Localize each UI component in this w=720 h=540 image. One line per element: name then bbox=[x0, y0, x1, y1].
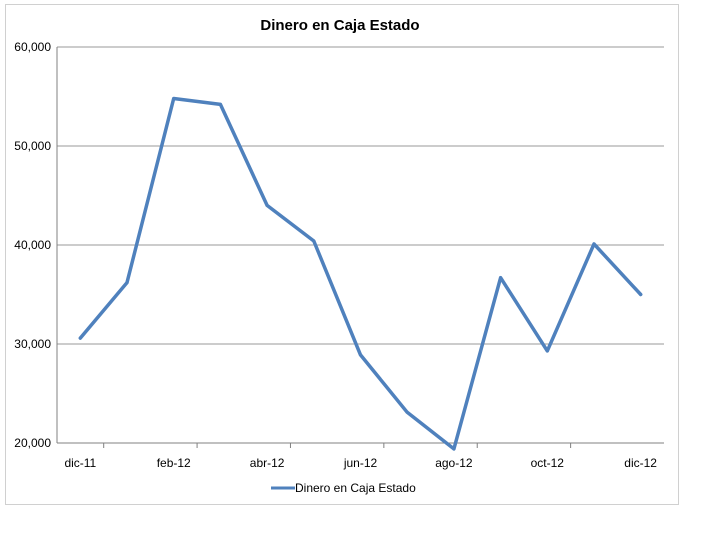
data-point bbox=[218, 102, 222, 106]
grid-lines bbox=[57, 46, 664, 444]
data-point bbox=[265, 203, 269, 207]
data-point bbox=[452, 447, 456, 451]
x-tick-label: ago-12 bbox=[435, 456, 473, 470]
legend-label: Dinero en Caja Estado bbox=[295, 481, 416, 495]
x-tick-label: abr-12 bbox=[250, 456, 285, 470]
data-point bbox=[359, 353, 362, 357]
x-tick-label: feb-12 bbox=[157, 456, 191, 470]
y-tick-label: 30,000 bbox=[14, 337, 51, 351]
data-point bbox=[312, 239, 316, 243]
data-point bbox=[592, 242, 596, 246]
data-point bbox=[545, 349, 549, 353]
series-layer bbox=[78, 96, 643, 451]
data-point bbox=[78, 336, 82, 340]
y-tick-label: 60,000 bbox=[14, 40, 51, 54]
y-tick-label: 50,000 bbox=[14, 139, 51, 153]
x-tick-label: oct-12 bbox=[531, 456, 565, 470]
x-axis: dic-11 feb-12 abr-12 jun-12 ago-12 oct-12 dic-… bbox=[56, 47, 664, 470]
chart-title: Dinero en Caja Estado bbox=[260, 17, 419, 34]
x-tick-label: dic-12 bbox=[624, 456, 657, 470]
x-tick-label: dic-11 bbox=[64, 456, 96, 470]
y-axis-tick-labels: 20,000 30,000 40,000 50,000 60,000 bbox=[14, 40, 51, 450]
chart-frame: Dinero en Caja Estado 20,000 30,000 40,000… bbox=[5, 4, 679, 505]
x-tick-label: jun-12 bbox=[343, 456, 378, 470]
legend: Dinero en Caja Estado bbox=[271, 481, 416, 495]
data-point bbox=[172, 96, 176, 100]
data-point bbox=[639, 293, 643, 296]
y-tick-label: 20,000 bbox=[14, 436, 51, 450]
data-point bbox=[499, 276, 503, 280]
data-point bbox=[405, 410, 409, 414]
data-point bbox=[125, 281, 129, 285]
series-line bbox=[78, 96, 643, 451]
line-chart: Dinero en Caja Estado 20,000 30,000 40,000… bbox=[14, 17, 664, 495]
y-tick-label: 40,000 bbox=[14, 238, 51, 252]
